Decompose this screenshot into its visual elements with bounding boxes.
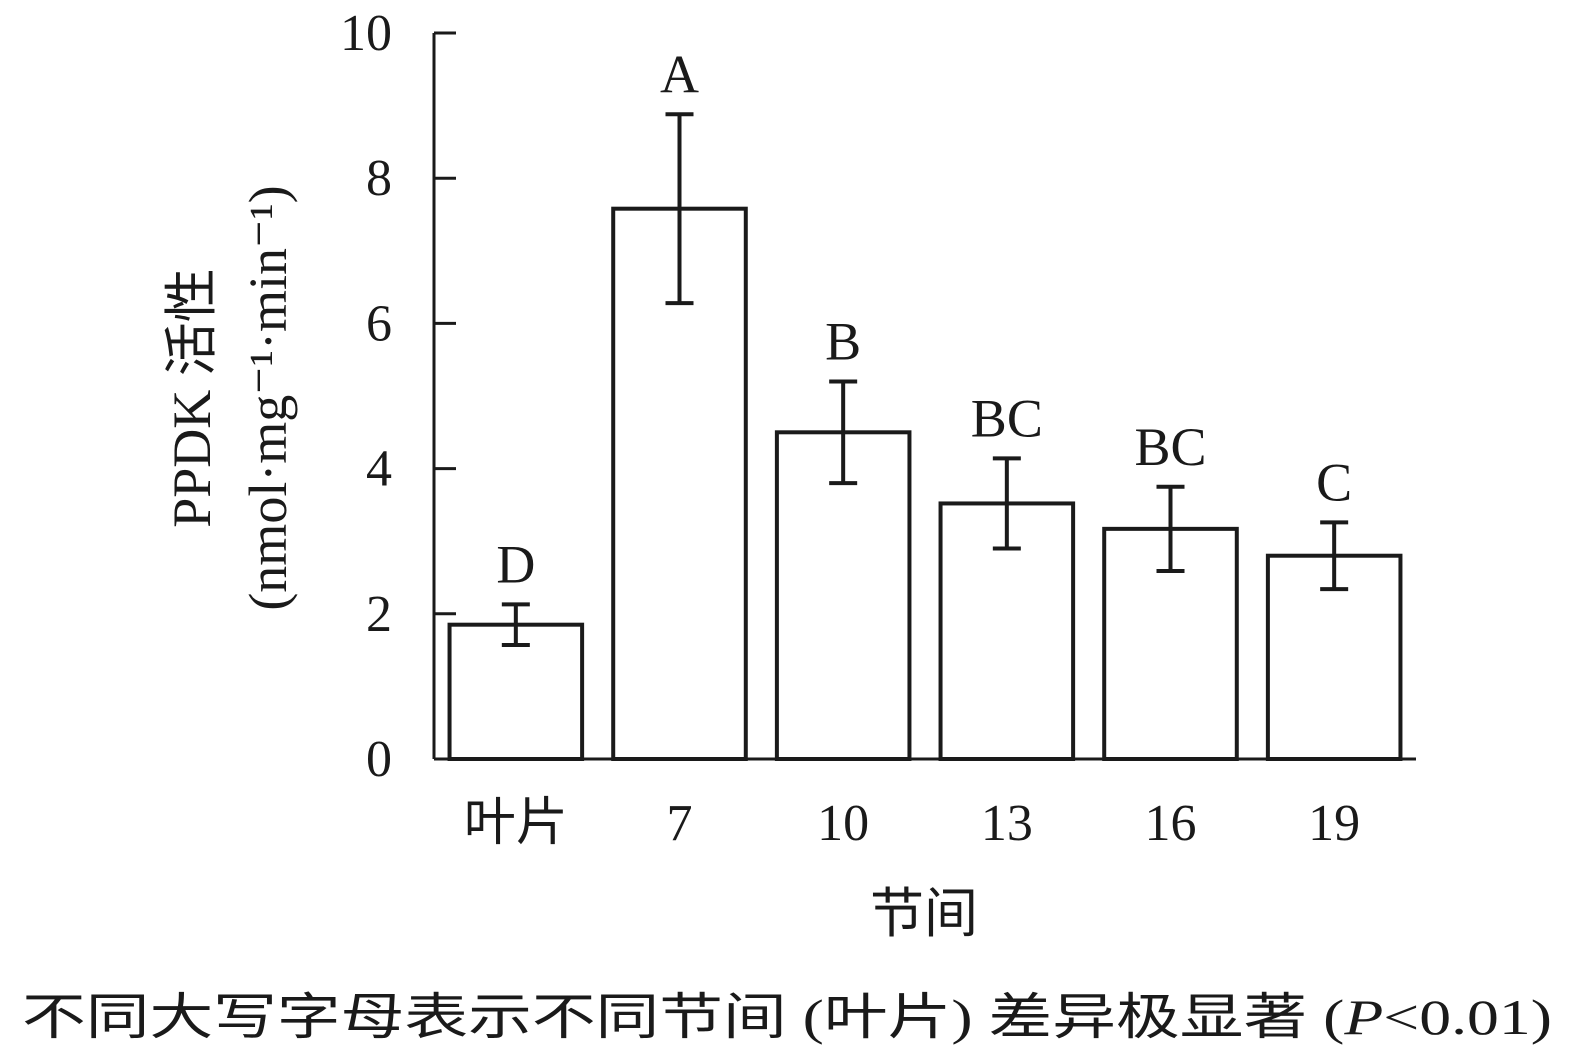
y-axis-unit: (nmol·mg⁻¹·min⁻¹) (238, 185, 298, 610)
significance-labels-group: D A B BC BC C (496, 44, 1352, 594)
significance-label: BC (1134, 417, 1206, 477)
significance-label: C (1316, 452, 1352, 512)
y-axis-unit-text: (nmol·mg⁻¹·min⁻¹) (238, 185, 298, 610)
x-category-label: 7 (667, 795, 693, 852)
significance-label: BC (971, 388, 1043, 448)
figure-note: 不同大写字母表示不同节间 (叶片) 差异极显著 (P <0.01) (22, 989, 1552, 1045)
x-category-label: 叶片 (464, 795, 568, 852)
x-category-label: 10 (817, 795, 869, 852)
y-tick-label: 4 (366, 441, 392, 498)
significance-label: A (660, 44, 699, 104)
x-category-label: 13 (981, 795, 1033, 852)
bars-group (447, 206, 1403, 761)
x-category-label: 19 (1308, 795, 1360, 852)
y-axis-ticks: 0 2 4 6 8 10 (340, 5, 456, 788)
x-axis-title: 节间 (870, 884, 978, 944)
figure-note-after: <0.01) (1383, 989, 1552, 1045)
y-tick-label: 8 (366, 150, 392, 207)
x-category-label: 16 (1145, 795, 1197, 852)
significance-label: D (496, 534, 535, 594)
y-tick-label: 0 (366, 731, 392, 788)
error-bars-group (501, 112, 1349, 648)
bar (774, 430, 912, 761)
y-axis-title: PPDK 活性 (162, 268, 222, 528)
figure-note-p: P (1343, 989, 1383, 1045)
y-tick-label: 6 (366, 295, 392, 352)
y-tick-label: 2 (366, 586, 392, 643)
y-axis-title-text: PPDK 活性 (162, 268, 222, 528)
category-labels-group: 叶片 7 10 13 16 19 (464, 795, 1360, 852)
y-tick-label: 10 (340, 5, 392, 62)
figure-note-before: 不同大写字母表示不同节间 (叶片) 差异极显著 ( (22, 989, 1344, 1045)
significance-label: B (825, 311, 861, 371)
